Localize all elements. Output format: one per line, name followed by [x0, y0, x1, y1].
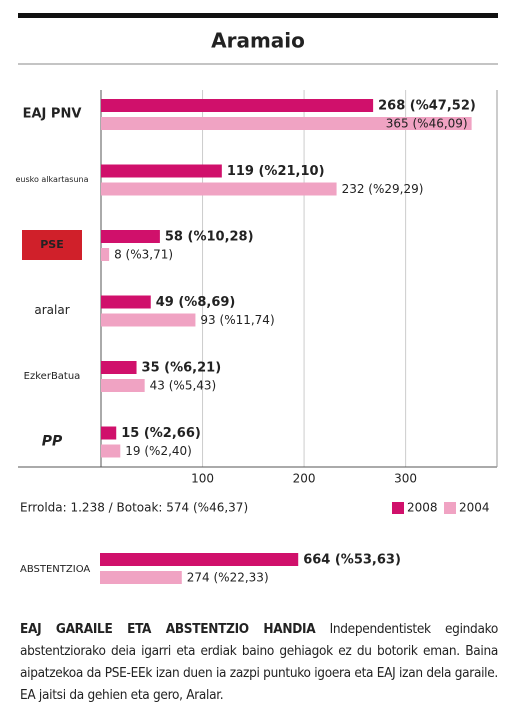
value-label: 19 (%2,40): [125, 444, 192, 458]
chart: Aramaio 100 200 300 EAJ PNV 268 (%47,52) 365 …: [15, 13, 498, 585]
value-label: 268 (%47,52): [378, 99, 476, 114]
value-label: 365 (%46,09): [386, 117, 468, 131]
bar: [101, 164, 222, 178]
bar: [100, 571, 182, 584]
bar: [101, 313, 196, 327]
category-logo: EzkerBatua: [24, 371, 81, 382]
bar: [101, 230, 160, 243]
bar: [101, 426, 117, 440]
bar: [101, 99, 374, 112]
bar: [100, 553, 299, 566]
value-label: 274 (%22,33): [187, 571, 269, 585]
bar: [101, 361, 137, 374]
bar: [101, 117, 472, 130]
bar: [101, 379, 145, 392]
category-logo: PP: [42, 434, 63, 450]
legend-swatch: [392, 502, 404, 514]
article-body: Independentistek egindako abstentziorako…: [20, 621, 498, 703]
category-logo: aralar: [34, 303, 69, 317]
bar: [101, 444, 121, 458]
bar: [101, 248, 110, 261]
x-tick-label: 300: [394, 472, 417, 486]
category-logo: PSE: [40, 238, 64, 251]
chart-title: Aramaio: [211, 29, 305, 53]
value-label: 119 (%21,10): [227, 164, 325, 179]
category-label: ABSTENTZIOA: [20, 564, 90, 575]
legend-swatch: [444, 502, 456, 514]
bar: [101, 295, 151, 309]
legend-label: 2008: [407, 501, 438, 515]
logo-box: [22, 230, 82, 260]
article-heading: EAJ GARAILE ETA ABSTENTZIO HANDIA: [20, 621, 316, 637]
value-label: 664 (%53,63): [303, 553, 401, 568]
x-tick-label: 100: [191, 472, 214, 486]
category-logo: EAJ PNV: [23, 107, 82, 122]
top-rule: [18, 13, 498, 18]
article: EAJ GARAILE ETA ABSTENTZIO HANDIA Indepe…: [20, 618, 498, 706]
category-logo: eusko alkartasuna: [15, 175, 88, 184]
value-label: 35 (%6,21): [142, 361, 222, 376]
value-label: 93 (%11,74): [200, 313, 274, 327]
value-label: 15 (%2,66): [121, 426, 201, 441]
value-label: 58 (%10,28): [165, 230, 254, 245]
legend-label: 2004: [459, 501, 490, 515]
value-label: 49 (%8,69): [156, 295, 236, 310]
value-label: 232 (%29,29): [342, 182, 424, 196]
value-label: 43 (%5,43): [150, 379, 217, 393]
value-label: 8 (%3,71): [114, 248, 173, 262]
note: Errolda: 1.238 / Botoak: 574 (%46,37): [20, 501, 248, 515]
x-tick-label: 200: [293, 472, 316, 486]
bar: [101, 182, 337, 196]
